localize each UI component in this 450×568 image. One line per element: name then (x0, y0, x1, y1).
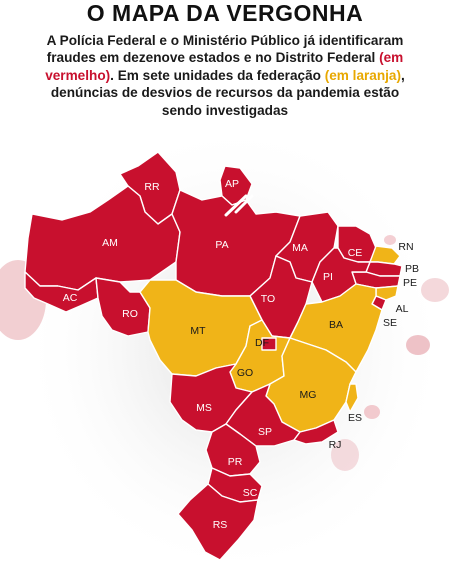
map-title: O MAPA DA VERGONHA (86, 0, 364, 26)
label-CE: CE (348, 247, 363, 259)
label-AC: AC (63, 292, 78, 304)
legend-orange-note: (em laranja) (324, 67, 402, 83)
label-PB: PB (405, 263, 419, 275)
label-SC: SC (243, 487, 258, 499)
state-RJ (293, 419, 339, 445)
label-AL: AL (396, 303, 409, 315)
label-PE: PE (403, 277, 417, 289)
label-RN: RN (398, 241, 413, 253)
label-BA: BA (329, 319, 343, 331)
label-ES: ES (348, 412, 362, 424)
label-MT: MT (190, 325, 206, 337)
subtitle-text-1: A Polícia Federal e o Ministério Público… (46, 33, 404, 66)
state-DF (261, 337, 277, 351)
label-GO: GO (237, 367, 253, 379)
state-RS (177, 483, 259, 561)
label-PI: PI (323, 271, 333, 283)
legend-red-note: (em vermelho) (45, 50, 404, 83)
state-AC (24, 271, 99, 313)
label-SP: SP (258, 426, 272, 438)
label-PR: PR (228, 456, 243, 468)
label-AM: AM (102, 237, 118, 249)
label-MS: MS (196, 402, 212, 414)
map-subtitle: A Polícia Federal e o Ministério Público… (40, 32, 410, 119)
label-RJ: RJ (329, 439, 342, 451)
label-AP: AP (225, 178, 239, 190)
label-SE: SE (383, 317, 397, 329)
label-PA: PA (215, 239, 228, 251)
label-RR: RR (144, 181, 160, 193)
label-DF: DF (255, 337, 269, 349)
state-labels: RR AP AM PA MA CE RN PB PE AL SE PI AC R… (63, 178, 419, 531)
subtitle-text-2: . Em sete unidades da federação (110, 67, 325, 83)
label-TO: TO (261, 293, 275, 305)
subtitle-text-3: , denúncias de desvios de recursos da pa… (50, 67, 405, 118)
label-RS: RS (213, 519, 228, 531)
label-MG: MG (300, 389, 317, 401)
state-ES (345, 383, 359, 413)
label-MA: MA (292, 242, 308, 254)
label-RO: RO (122, 308, 138, 320)
amazon-river-mouth (224, 194, 254, 217)
state-PR (205, 423, 261, 477)
